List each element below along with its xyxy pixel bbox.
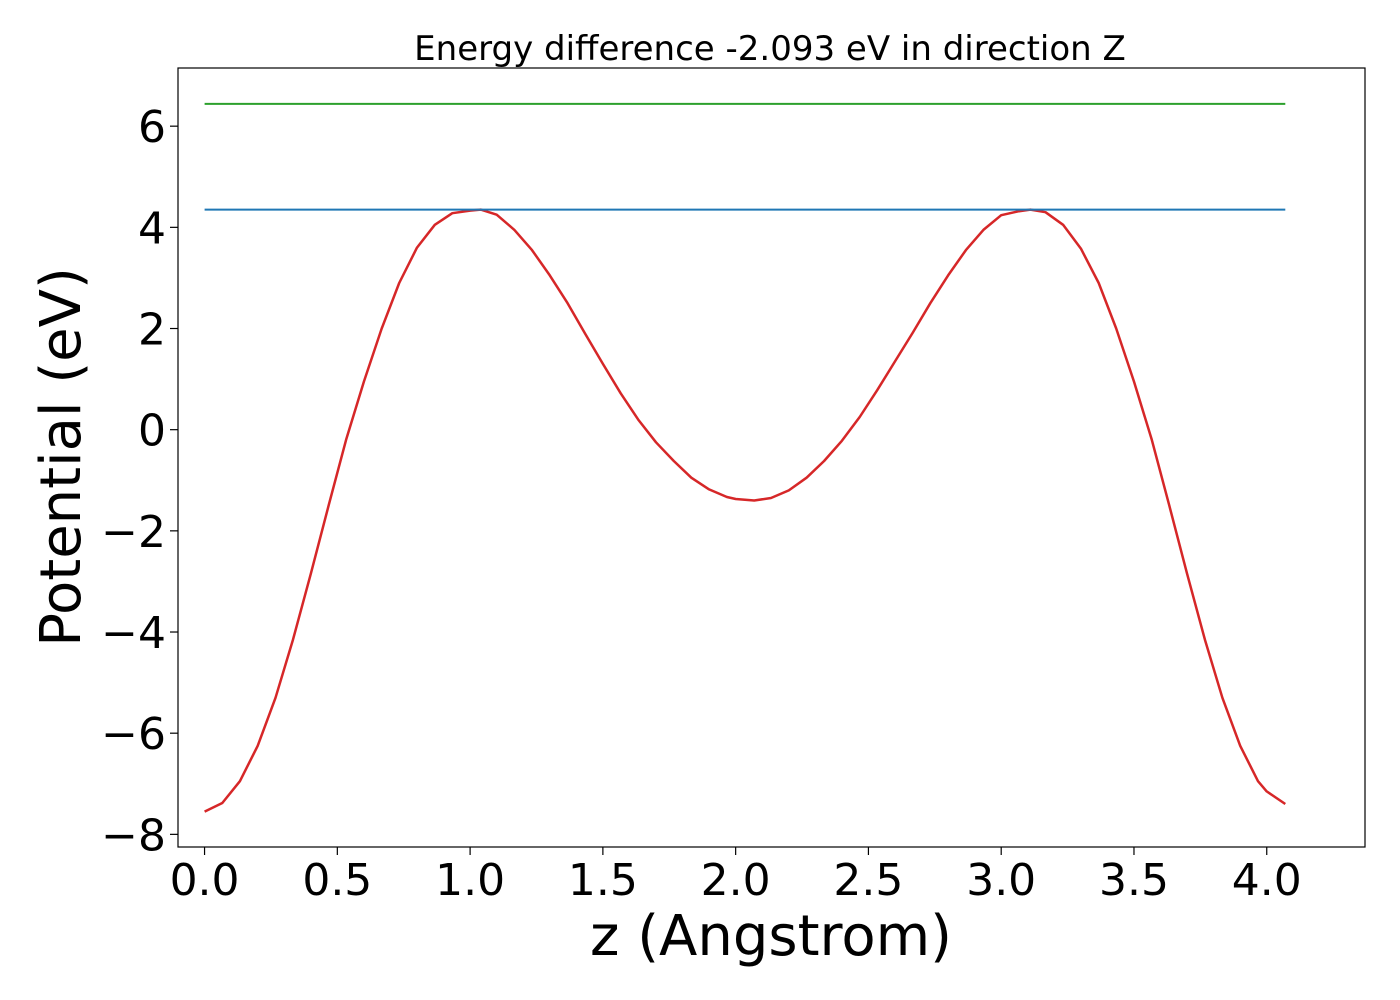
y-tick-label: 6 [138,102,166,153]
y-tick-label: 2 [138,305,166,356]
y-tick-label: −4 [101,608,166,659]
x-tick-label: 3.5 [1099,855,1169,906]
y-tick-label: 0 [138,406,166,457]
x-axis-ticks: 0.0 0.5 1.0 1.5 2.0 2.5 3.0 3.5 4.0 [170,847,1302,906]
x-tick-label: 1.5 [568,855,638,906]
y-tick-label: −8 [101,810,166,861]
x-tick-label: 2.0 [701,855,771,906]
y-tick-label: −6 [101,709,166,760]
y-tick-label: 4 [138,203,166,254]
plot-area-frame [177,67,1366,848]
x-tick-label: 2.5 [833,855,903,906]
x-tick-label: 0.5 [302,855,372,906]
chart-title: Energy difference -2.093 eV in direction… [414,29,1126,69]
series-line-0 [204,208,1287,813]
series-layer [204,102,1287,813]
x-tick-label: 4.0 [1232,855,1302,906]
y-tick-label: −2 [101,507,166,558]
x-tick-label: 3.0 [966,855,1036,906]
y-axis-ticks: 6 4 2 0 −2 −4 −6 −8 [101,102,178,861]
x-tick-label: 0.0 [170,855,240,906]
x-tick-label: 1.0 [435,855,505,906]
y-axis-label: Potential (eV) [29,267,94,647]
x-axis-label: z (Angstrom) [590,904,952,969]
